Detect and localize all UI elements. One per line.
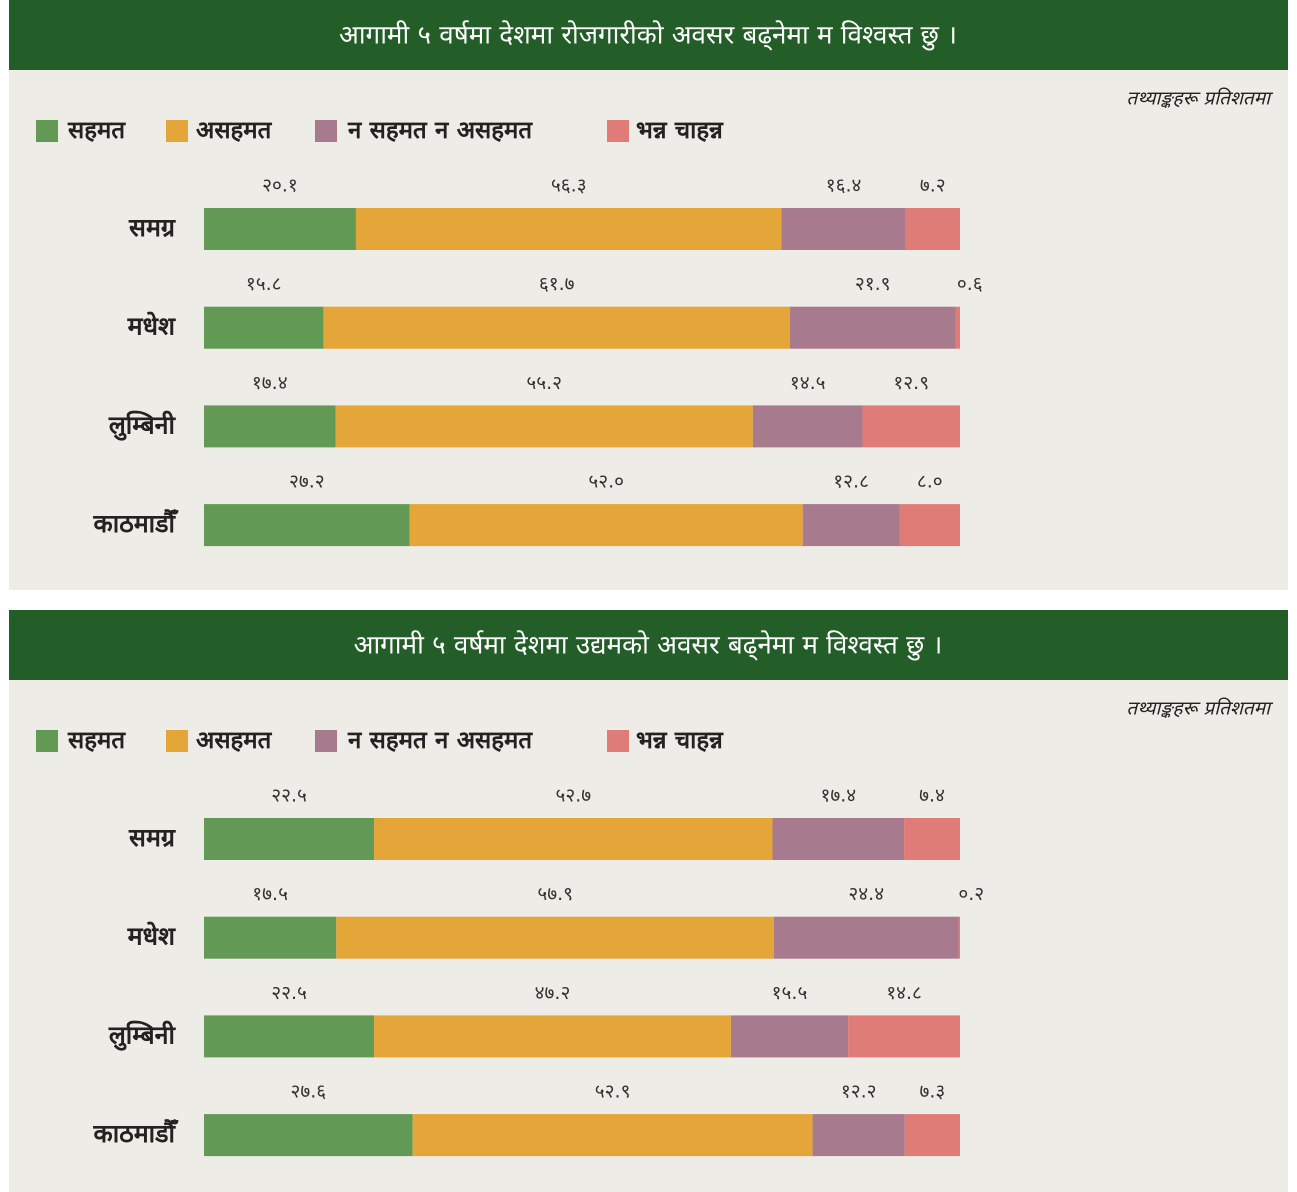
bar-segment	[905, 208, 960, 250]
bar-segment	[204, 818, 375, 860]
legend-swatch	[166, 730, 188, 752]
value-label: ५२.९	[595, 1081, 631, 1103]
bar-segment	[772, 818, 905, 860]
value-label: ६१.७	[539, 273, 575, 295]
value-label: ८.०	[917, 471, 943, 493]
category-label: काठमाडौँ	[93, 509, 179, 538]
value-label: २७.२	[289, 471, 325, 493]
value-label: ४७.२	[535, 982, 571, 1004]
bar-segment	[789, 306, 956, 349]
bar-segment	[802, 504, 900, 547]
bar-segment	[904, 1114, 960, 1157]
value-label: १७.५	[252, 883, 288, 905]
value-label: ५२.०	[588, 471, 624, 493]
value-label: ७.२	[920, 175, 946, 197]
legend-label: भन्न चाहन्न	[636, 116, 724, 144]
value-label: १६.४	[826, 175, 862, 197]
legend-swatch	[36, 730, 58, 752]
value-label: १२.९	[893, 372, 929, 394]
bar-segment	[374, 1015, 731, 1058]
value-label: २४.४	[848, 883, 884, 905]
bar-segment	[848, 1015, 960, 1058]
legend-swatch	[607, 120, 629, 142]
bar-segment	[355, 208, 782, 250]
legend-swatch	[315, 120, 337, 142]
value-label: २२.५	[271, 982, 307, 1004]
bar-segment	[336, 916, 775, 959]
value-label: २०.१	[262, 175, 298, 197]
category-label: मधेश	[127, 922, 176, 951]
value-label: १७.४	[252, 372, 288, 394]
category-label: समग्र	[128, 823, 176, 852]
value-label: १२.८	[833, 471, 869, 493]
bar-segment	[862, 405, 960, 448]
bar-segment	[204, 405, 336, 448]
bar-segment	[323, 306, 790, 349]
chart-title: आगामी ५ वर्षमा देशमा उद्यमको अवसर बढ्नेम…	[354, 630, 943, 661]
value-label: १५.५	[772, 982, 808, 1004]
category-label: लुम्बिनी	[108, 1020, 177, 1051]
header	[9, 0, 1288, 70]
category-label: मधेश	[127, 312, 176, 341]
legend-label: असहमत	[196, 726, 273, 754]
value-label: ५५.२	[526, 372, 562, 394]
bar-segment	[204, 306, 324, 349]
value-label: ५२.७	[555, 785, 591, 807]
value-label: ७.३	[919, 1081, 945, 1103]
bar-segment	[204, 504, 410, 547]
legend-label: सहमत	[67, 726, 126, 754]
legend-label: सहमत	[67, 116, 126, 144]
note: तथ्याङ्कहरू प्रतिशतमा	[1126, 87, 1274, 110]
value-label: ७.४	[919, 785, 945, 807]
bar-segment	[781, 208, 906, 250]
value-label: २१.९	[855, 273, 891, 295]
legend-swatch	[36, 120, 58, 142]
value-label: २७.६	[290, 1081, 326, 1103]
bar-segment	[730, 1015, 849, 1058]
bar-segment	[752, 405, 863, 448]
bar-segment	[374, 818, 773, 860]
legend-swatch	[315, 730, 337, 752]
category-label: समग्र	[128, 213, 176, 242]
legend-label: न सहमत न असहमत	[347, 116, 533, 144]
bar-segment	[204, 1015, 375, 1058]
value-label: ०.६	[957, 273, 983, 295]
category-label: लुम्बिनी	[108, 410, 177, 441]
legend-swatch	[607, 730, 629, 752]
legend-label: भन्न चाहन्न	[636, 726, 724, 754]
bar-segment	[204, 208, 356, 250]
value-label: ५७.९	[537, 883, 573, 905]
chart-title: आगामी ५ वर्षमा देशमा रोजगारीको अवसर बढ्न…	[339, 20, 957, 51]
bar-segment	[955, 306, 960, 349]
value-label: ०.२	[958, 883, 984, 905]
value-label: ५६.३	[551, 175, 587, 197]
bar-segment	[899, 504, 960, 547]
bar-segment	[409, 504, 803, 547]
bar-segment	[812, 1114, 905, 1157]
value-label: १४.५	[790, 372, 826, 394]
bar-segment	[204, 1114, 413, 1157]
value-label: १५.८	[246, 273, 282, 295]
legend-label: न सहमत न असहमत	[347, 726, 533, 754]
note: तथ्याङ्कहरू प्रतिशतमा	[1126, 697, 1274, 720]
category-label: काठमाडौँ	[93, 1119, 179, 1148]
bar-segment	[412, 1114, 813, 1157]
bar-segment	[774, 916, 959, 959]
value-label: १७.४	[820, 785, 856, 807]
legend-swatch	[166, 120, 188, 142]
header	[9, 610, 1288, 680]
value-label: २२.५	[271, 785, 307, 807]
bar-segment	[335, 405, 753, 448]
value-label: १४.८	[886, 982, 922, 1004]
bar-segment	[904, 818, 960, 860]
bar-segment	[204, 916, 337, 959]
value-label: १२.२	[841, 1081, 877, 1103]
bar-segment	[958, 916, 960, 959]
legend-label: असहमत	[196, 116, 273, 144]
